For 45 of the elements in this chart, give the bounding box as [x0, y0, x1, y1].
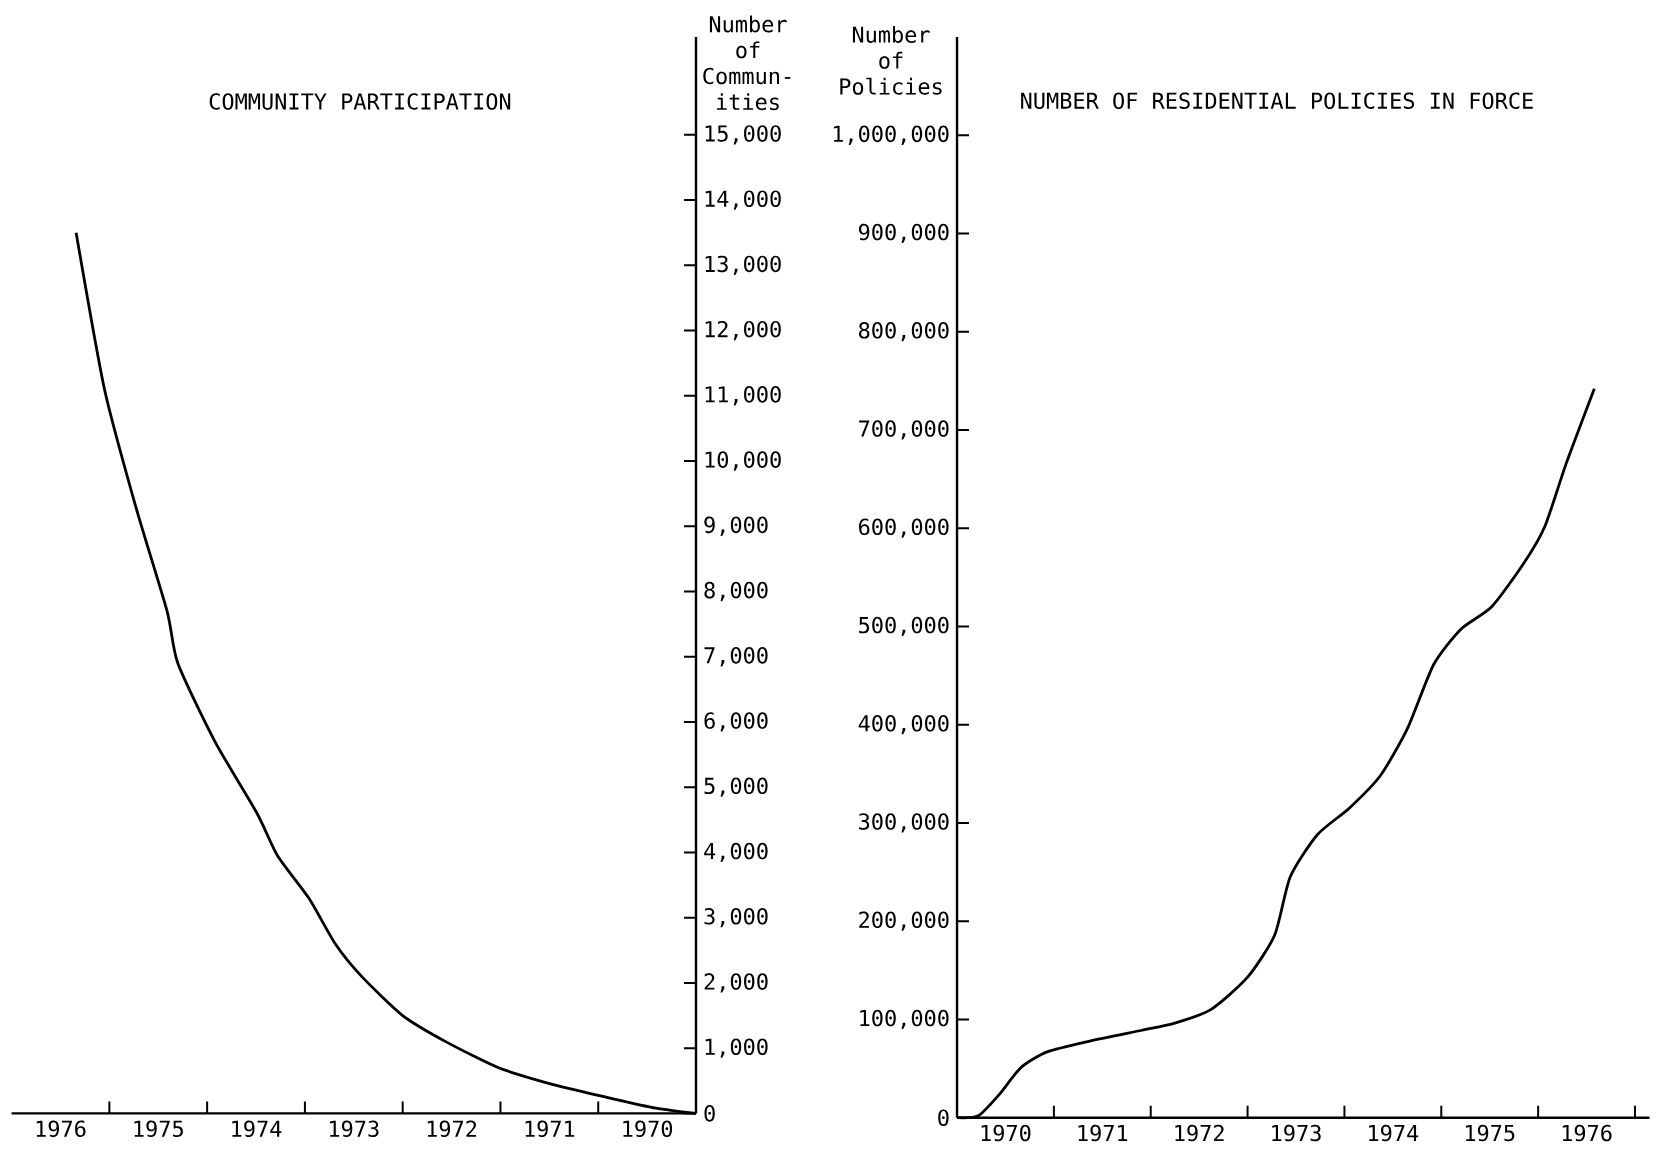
y-tick-label: 11,000 — [705, 386, 781, 406]
y-axis-title: Number of Commun- ities — [703, 15, 791, 111]
y-tick-label: 15,000 — [705, 125, 781, 145]
y-tick-label: 4,000 — [704, 842, 768, 863]
y-tick-label: 10,000 — [705, 451, 781, 471]
x-tick-label: 1970 — [623, 1120, 673, 1137]
x-tick-label: 1971 — [1078, 1124, 1128, 1142]
x-tick-label: 1975 — [134, 1120, 183, 1137]
x-tick-label: 1975 — [1465, 1124, 1515, 1142]
y-tick-label: 12,000 — [705, 320, 781, 341]
x-tick-label: 1976 — [36, 1120, 86, 1137]
y-tick-label: 6,000 — [704, 712, 768, 732]
y-axis-title: Number of Policies — [840, 25, 942, 95]
x-tick-label: 1973 — [330, 1120, 379, 1137]
y-tick-label: 500,000 — [859, 616, 949, 637]
y-tick-label: 5,000 — [704, 777, 768, 797]
y-tick-label: 600,000 — [859, 518, 949, 538]
y-tick-label: 3,000 — [704, 908, 768, 928]
x-tick-label: 1970 — [981, 1124, 1031, 1142]
x-tick-label: 1971 — [525, 1120, 575, 1137]
y-tick-label: 14,000 — [705, 190, 781, 210]
y-tick-label: 800,000 — [859, 322, 949, 342]
y-tick-label: 1,000,000 — [833, 125, 949, 145]
y-tick-label: 0 — [938, 1109, 949, 1126]
y-tick-label: 100,000 — [860, 1009, 949, 1030]
y-tick-label: 9,000 — [704, 516, 768, 536]
x-tick-label: 1974 — [232, 1120, 282, 1137]
y-tick-label: 1,000 — [705, 1038, 768, 1058]
x-tick-label: 1972 — [427, 1120, 477, 1137]
y-tick-label: 0 — [704, 1105, 715, 1122]
text: NUMBER OF RESIDENTIAL POLICIES IN FORCE — [1021, 92, 1533, 109]
y-tick-label: 700,000 — [859, 420, 949, 440]
y-tick-label: 8,000 — [704, 581, 768, 602]
y-tick-label: 400,000 — [858, 715, 949, 735]
y-tick-label: 13,000 — [705, 255, 781, 275]
y-tick-label: 900,000 — [858, 223, 949, 244]
x-tick-label: 1976 — [1562, 1124, 1612, 1142]
text: COMMUNITY PARTICIPATION — [209, 93, 511, 110]
y-tick-label: 200,000 — [859, 911, 949, 931]
y-tick-label: 7,000 — [704, 647, 768, 667]
x-tick-label: 1973 — [1272, 1124, 1321, 1142]
y-tick-label: 300,000 — [859, 813, 949, 833]
x-tick-label: 1974 — [1369, 1124, 1419, 1142]
x-tick-label: 1972 — [1175, 1124, 1224, 1142]
y-tick-label: 2,000 — [704, 973, 768, 993]
